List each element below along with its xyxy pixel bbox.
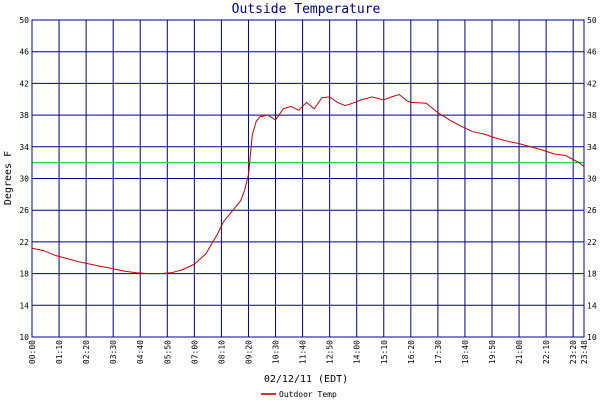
y-tick-label-right: 42	[587, 79, 597, 88]
y-tick-label-left: 10	[19, 333, 29, 342]
y-tick-label-left: 38	[19, 111, 29, 120]
x-tick-label: 01:10	[55, 340, 64, 364]
y-tick-label-left: 50	[19, 16, 29, 25]
series-line-outdoor-temp	[31, 93, 585, 275]
y-tick-label-right: 10	[587, 333, 597, 342]
x-tick-labels: 00:00 01:10 02:20 03:30 04:40 05:50 07:00 08:10…	[28, 340, 589, 364]
plot-frame	[31, 19, 585, 338]
y-tick-label-left: 22	[19, 238, 29, 247]
x-tick-label: 03:30	[109, 340, 118, 364]
y-tick-label-left: 42	[19, 79, 29, 88]
x-tick-label: 15:10	[380, 340, 389, 364]
plot-grid	[31, 19, 585, 338]
y-tick-label-left: 26	[19, 206, 29, 215]
x-tick-label: 22:10	[542, 340, 551, 364]
y-tick-label-left: 30	[19, 175, 29, 184]
x-tick-label: 21:00	[515, 340, 524, 364]
chart-title: Outside Temperature	[232, 2, 381, 17]
y-tick-label-right: 26	[587, 206, 597, 215]
y-tick-label-right: 14	[587, 301, 597, 310]
y-tick-label-right: 18	[587, 270, 597, 279]
y-tick-label-right: 30	[587, 175, 597, 184]
y-tick-label-left: 14	[19, 301, 29, 310]
y-tick-label-left: 46	[19, 48, 29, 57]
y-tick-label-left: 34	[19, 143, 29, 152]
x-tick-label: 18:40	[461, 340, 470, 364]
y-axis-label: Degrees F	[3, 151, 14, 205]
y-tick-label-right: 46	[587, 48, 597, 57]
x-tick-label: 08:10	[217, 340, 226, 364]
y-tick-labels-right: 10 14 18 22 26 30 34 38 42 46 50	[587, 16, 597, 342]
x-tick-label: 11:40	[299, 340, 308, 364]
x-tick-label: 09:20	[244, 340, 253, 364]
y-tick-label-right: 34	[587, 143, 597, 152]
x-tick-label: 05:50	[163, 340, 172, 364]
x-tick-label: 12:50	[326, 340, 335, 364]
x-tick-label: 04:40	[136, 340, 145, 364]
y-tick-label-right: 50	[587, 16, 597, 25]
y-tick-labels-left: 10 14 18 22 26 30 34 38 42 46 50	[19, 16, 29, 342]
x-tick-label: 00:00	[28, 340, 37, 364]
x-tick-label: 07:00	[190, 340, 199, 364]
x-tick-label: 02:20	[82, 340, 91, 364]
x-tick-label: 16:20	[407, 340, 416, 364]
y-tick-label-left: 18	[19, 270, 29, 279]
x-tick-label: 17:30	[434, 340, 443, 364]
y-tick-label-right: 38	[587, 111, 597, 120]
x-tick-label: 23:48	[580, 340, 589, 364]
legend-label-outdoor-temp: Outdoor Temp	[279, 390, 337, 399]
x-tick-label: 19:50	[488, 340, 497, 364]
x-tick-label: 10:30	[272, 340, 281, 364]
x-axis-label: 02/12/11 (EDT)	[264, 374, 348, 385]
x-tick-label: 14:00	[353, 340, 362, 364]
legend: Outdoor Temp	[261, 390, 337, 399]
x-tick-label: 23:20	[569, 340, 578, 364]
y-tick-label-right: 22	[587, 238, 597, 247]
